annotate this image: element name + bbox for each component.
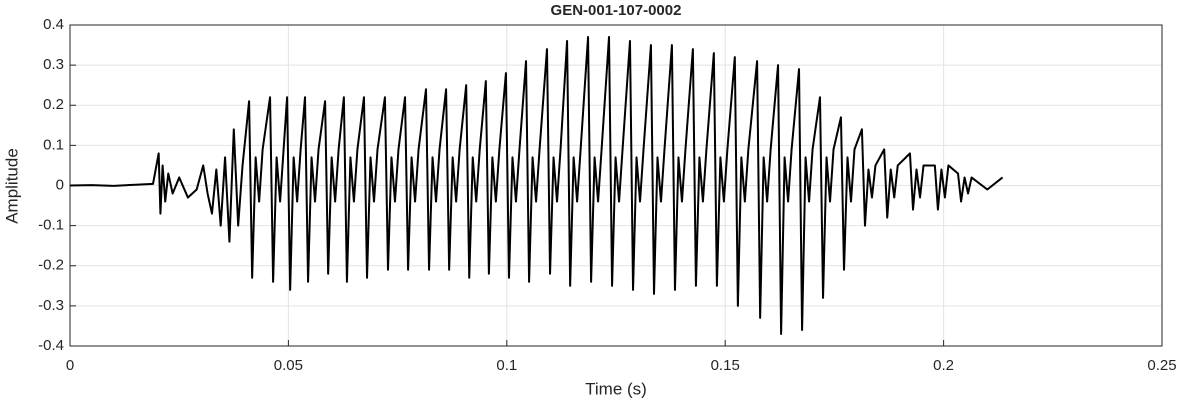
x-tick-label: 0.25: [1147, 357, 1176, 374]
y-tick-label: -0.2: [38, 257, 64, 274]
y-axis-label: Amplitude: [2, 148, 21, 224]
x-tick-label: 0.05: [274, 357, 303, 374]
y-tick-label: 0.1: [43, 136, 64, 153]
y-tick-label: 0.3: [43, 56, 64, 73]
x-tick-label: 0.2: [933, 357, 954, 374]
x-tick-label: 0: [66, 357, 74, 374]
chart-title: GEN-001-107-0002: [551, 2, 682, 19]
y-tick-label: 0.4: [43, 16, 64, 33]
x-axis-label: Time (s): [585, 379, 647, 398]
y-tick-label: -0.3: [38, 297, 64, 314]
x-tick-label: 0.15: [711, 357, 740, 374]
waveform-line: [69, 36, 1004, 335]
y-tick-label: -0.1: [38, 217, 64, 234]
y-tick-label: -0.4: [38, 337, 64, 354]
y-tick-label: 0.2: [43, 96, 64, 113]
y-tick-label: 0: [56, 176, 64, 193]
x-tick-label: 0.1: [496, 357, 517, 374]
